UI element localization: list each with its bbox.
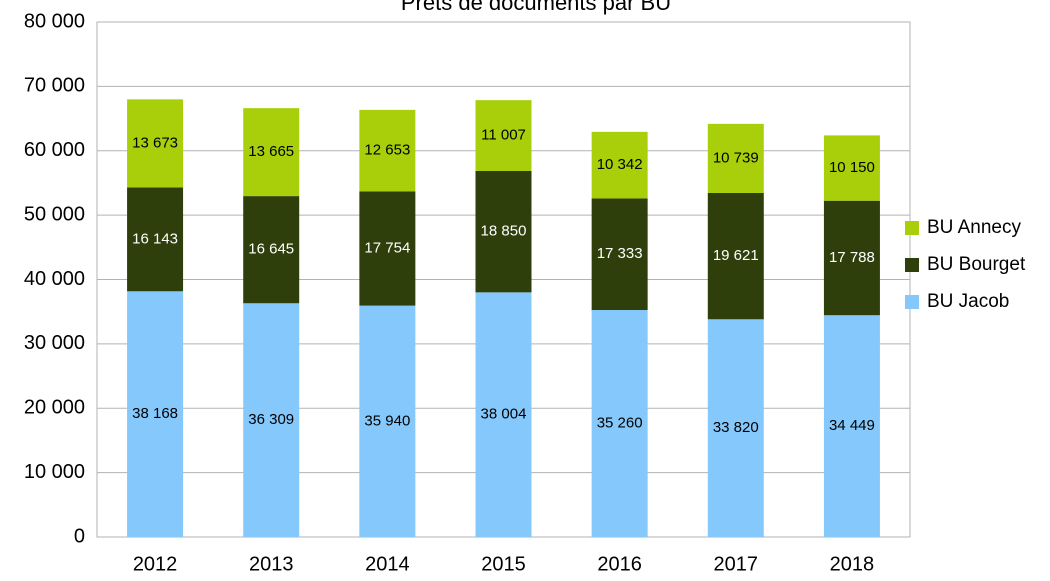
legend-swatch (905, 221, 919, 235)
data-label: 17 788 (829, 249, 875, 266)
data-label: 10 150 (829, 159, 875, 176)
y-tick-label: 70 000 (24, 75, 85, 97)
data-label: 35 940 (364, 412, 410, 429)
legend-swatch (905, 258, 919, 272)
bar-segment (127, 291, 184, 537)
bar-segment (359, 109, 416, 192)
legend-label: BU Bourget (927, 254, 1026, 275)
bar-segment (243, 303, 300, 537)
x-tick-label: 2012 (133, 553, 178, 575)
data-label: 17 333 (597, 245, 643, 262)
y-tick-label: 80 000 (24, 10, 85, 32)
bar-segment (475, 171, 532, 293)
bar-segment (591, 131, 648, 199)
data-label: 11 007 (481, 127, 526, 144)
bar-segment (707, 123, 764, 193)
legend-swatch (905, 295, 919, 309)
data-label: 10 342 (597, 156, 643, 173)
bar-segment (127, 99, 184, 188)
y-tick-label: 40 000 (24, 268, 85, 290)
bar-segment (359, 191, 416, 306)
bar-segment (591, 310, 648, 537)
bar-segment (823, 135, 880, 201)
data-label: 38 004 (481, 406, 527, 423)
bar-segment (823, 315, 880, 537)
bar-segment (127, 187, 184, 292)
y-tick-label: 60 000 (24, 139, 85, 161)
data-label: 10 739 (713, 149, 759, 166)
bar-segment (707, 192, 764, 320)
legend-label: BU Annecy (927, 217, 1021, 238)
data-label: 16 645 (248, 241, 294, 258)
data-label: 17 754 (364, 239, 410, 256)
x-tick-label: 2014 (365, 553, 410, 575)
data-label: 36 309 (248, 411, 294, 428)
data-label: 35 260 (597, 414, 643, 431)
x-tick-label: 2016 (597, 553, 642, 575)
data-label: 12 653 (364, 142, 410, 159)
bar-segment (359, 305, 416, 537)
x-tick-label: 2018 (830, 553, 875, 575)
y-tick-label: 10 000 (24, 461, 85, 483)
x-tick-label: 2015 (481, 553, 526, 575)
legend-label: BU Jacob (927, 291, 1009, 312)
y-tick-label: 50 000 (24, 203, 85, 225)
x-tick-label: 2017 (714, 553, 759, 575)
data-label: 33 820 (713, 419, 759, 436)
bar-segment (243, 108, 300, 197)
bar-segment (243, 196, 300, 304)
data-label: 13 665 (248, 143, 294, 160)
bar-segment (707, 319, 764, 537)
bar-segment (475, 292, 532, 537)
bar-segment (823, 200, 880, 316)
bar-segment (591, 198, 648, 311)
data-label: 38 168 (132, 405, 178, 422)
y-tick-label: 30 000 (24, 332, 85, 354)
y-tick-label: 20 000 (24, 397, 85, 419)
data-label: 13 673 (132, 134, 178, 151)
data-label: 34 449 (829, 417, 875, 434)
data-label: 18 850 (481, 223, 527, 240)
chart-title: Prêts de documents par BU (401, 0, 671, 15)
bar-segment (475, 100, 532, 172)
data-label: 19 621 (713, 247, 759, 264)
y-tick-label: 0 (74, 525, 85, 547)
data-label: 16 143 (132, 230, 178, 247)
x-tick-label: 2013 (249, 553, 294, 575)
